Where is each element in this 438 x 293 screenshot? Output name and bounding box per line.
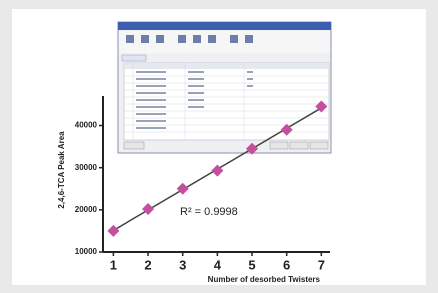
tab (122, 55, 146, 61)
y-tick-label: 30000 (75, 163, 98, 172)
y-tick-label: 40000 (75, 121, 98, 130)
y-tick-label: 10000 (75, 247, 98, 256)
x-tick-label: 4 (214, 257, 222, 272)
figure: 2,4,6-TCA Peak Area Number of desorbed T… (0, 0, 438, 293)
annotation: R² = 0.9998 (180, 206, 238, 218)
x-tick-label: 2 (144, 257, 151, 272)
x-tick-label: 6 (283, 257, 290, 272)
toolbar (119, 31, 330, 53)
x-axis-title: Number of desorbed Twisters (208, 275, 321, 284)
software-window (118, 22, 331, 153)
x-tick-label: 3 (179, 257, 186, 272)
y-tick-label: 20000 (75, 205, 98, 214)
window-title-bar (118, 22, 331, 30)
x-tick-label: 7 (318, 257, 325, 272)
table-header (124, 63, 329, 69)
x-tick-label: 1 (110, 257, 117, 272)
y-axis-title: 2,4,6-TCA Peak Area (57, 131, 66, 209)
x-tick-label: 5 (248, 257, 255, 272)
